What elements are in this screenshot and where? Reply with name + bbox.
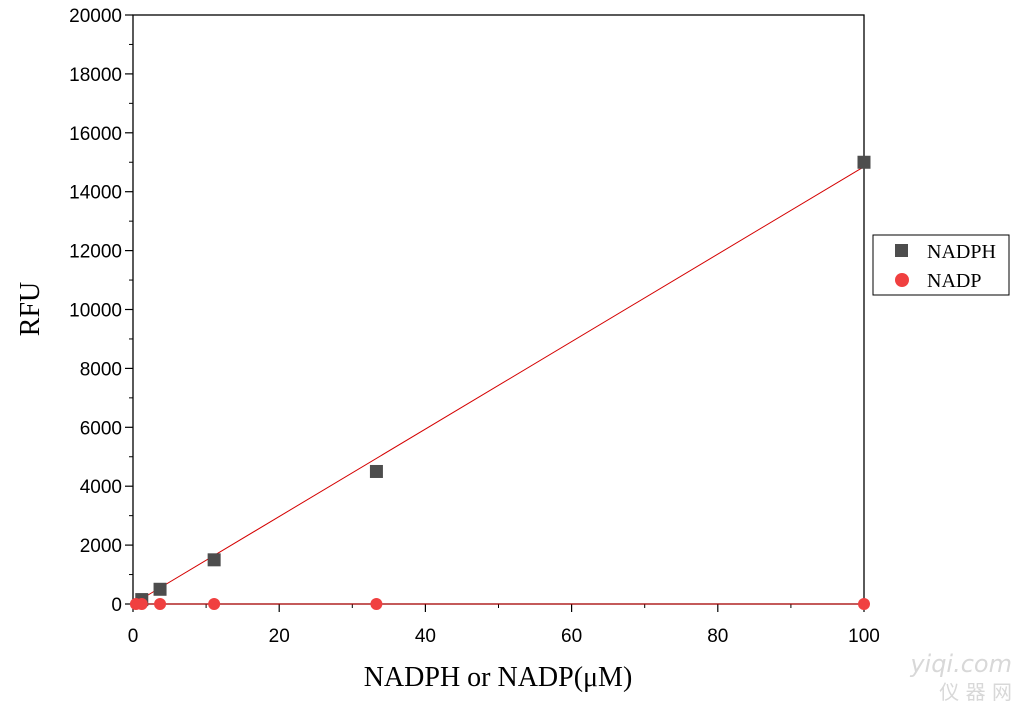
- x-tick-label: 80: [707, 626, 728, 647]
- y-tick-label: 0: [111, 595, 122, 616]
- data-point-nadp: [135, 598, 148, 610]
- fit-lines: [132, 166, 865, 605]
- data-point-nadph: [207, 553, 221, 567]
- y-tick-label: 8000: [80, 359, 122, 380]
- data-point-nadp: [208, 598, 221, 610]
- data-point-nadph: [153, 582, 167, 596]
- data-point-nadph: [369, 464, 383, 478]
- x-tick-label: 40: [415, 626, 436, 647]
- data-point-nadph: [857, 155, 871, 169]
- y-axis: 0 2000 4000 6000 8000 10000 12000 14000 16000 180…: [69, 6, 133, 616]
- x-axis-title: NADPH or NADP(μM): [364, 662, 633, 693]
- y-tick-label: 12000: [69, 242, 122, 263]
- y-tick-label: 2000: [80, 536, 122, 557]
- y-tick-label: 4000: [80, 477, 122, 498]
- legend-marker-nadp: [895, 273, 909, 287]
- data-point-nadp: [154, 598, 167, 610]
- y-tick-label: 6000: [80, 418, 122, 439]
- y-tick-label: 16000: [69, 124, 122, 145]
- y-tick-label: 18000: [69, 65, 122, 86]
- legend-label-nadp: NADP: [927, 270, 981, 292]
- x-axis: 0 20 40 60 80 100: [128, 604, 880, 647]
- data-point-nadp: [370, 598, 383, 610]
- watermark: yiqi.com 仪 器 网: [909, 650, 1012, 703]
- y-tick-label: 14000: [69, 183, 122, 204]
- plot-frame: [132, 14, 865, 605]
- watermark-latin: yiqi.com: [909, 650, 1012, 678]
- y-tick-label: 20000: [69, 6, 122, 27]
- data-point-nadp: [858, 598, 870, 610]
- legend-marker-nadph: [895, 244, 908, 257]
- x-tick-label: 0: [128, 626, 139, 647]
- legend: NADPH NADP: [872, 234, 1010, 296]
- x-tick-label: 60: [561, 626, 582, 647]
- watermark-cjk: 仪 器 网: [939, 680, 1012, 703]
- y-tick-label: 10000: [69, 301, 122, 322]
- data-points: [129, 155, 871, 610]
- x-tick-label: 20: [269, 626, 290, 647]
- fit-line-nadph: [132, 166, 865, 605]
- x-tick-label: 100: [848, 626, 880, 647]
- legend-label-nadph: NADPH: [927, 241, 996, 263]
- y-axis-title: RFU: [15, 282, 46, 336]
